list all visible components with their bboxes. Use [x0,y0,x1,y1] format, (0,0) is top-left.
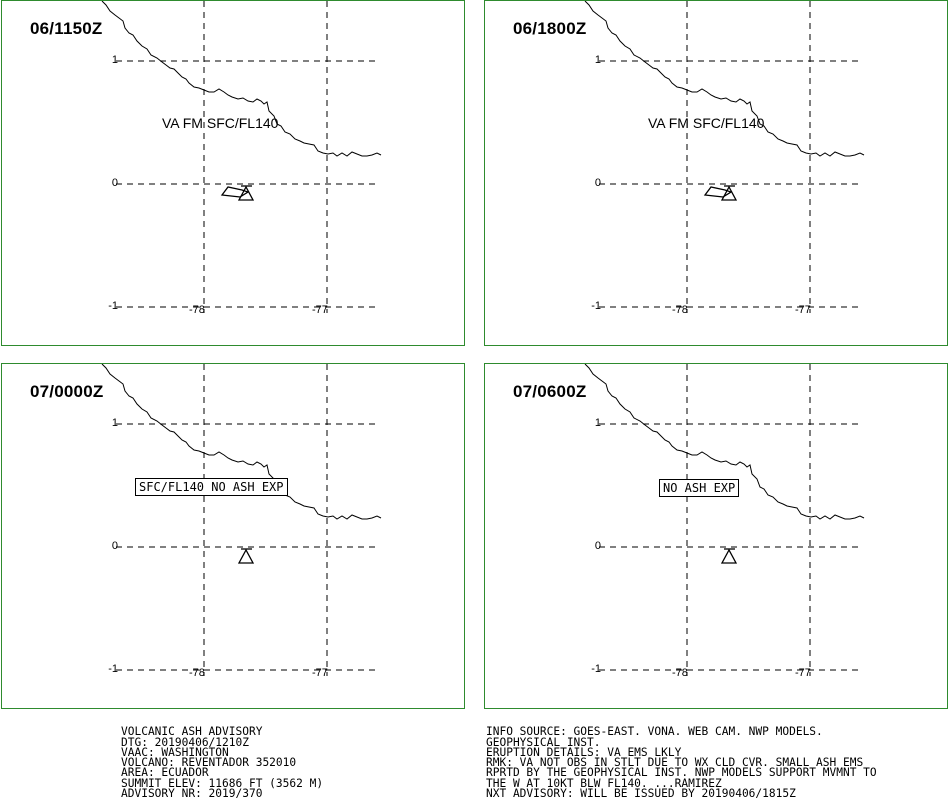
advisory-line: SUMMIT ELEV: 11686 FT (3562 M) [121,776,324,790]
lat-label-m1: -1 [108,663,118,675]
lon-label-m78: -78 [189,667,205,679]
map-panel-2: 06/1800Z 1 0 -1 -78 -77 VA FM SFC/FL140 [484,0,948,346]
ash-box: NO ASH EXP [659,479,740,497]
advisory-right: INFO SOURCE: GOES-EAST. VONA. WEB CAM. N… [486,717,877,810]
lat-label-1: 1 [111,417,118,429]
advisory-line: THE W AT 10KT BLW FL140. ...RAMIREZ [486,776,722,790]
map-panel-4: 07/0600Z 1 0 -1 -78 -77 NO ASH EXP [484,363,948,709]
lat-label-0: 0 [111,177,118,189]
lon-label-m77: -77 [312,667,328,679]
map-graphic [584,364,865,676]
ash-label: VA FM SFC/FL140 [648,115,765,131]
lat-label-m1: -1 [108,300,118,312]
panel-time: 06/1150Z [30,19,103,38]
volcano-symbol [237,548,255,564]
volcano-symbol [237,185,255,201]
advisory-line: RMK: VA NOT OBS IN STLT DUE TO WX CLD CV… [486,756,864,770]
map-graphic [101,1,382,313]
lon-label-m77: -77 [795,304,811,316]
advisory-line: ADVISORY NR: 2019/370 [121,787,263,801]
ash-cloud-polygon [703,186,733,198]
coastline [584,1,865,157]
map-panel-3: 07/0000Z 1 0 -1 -78 -77 SFC/FL140 NO ASH… [1,363,465,709]
ash-label: VA FM SFC/FL140 [162,115,279,131]
advisory-line: VOLCANO: REVENTADOR 352010 [121,756,297,770]
lon-label-m77: -77 [312,304,328,316]
advisory-line: VOLCANIC ASH ADVISORY [121,725,263,739]
advisory-line: DTG: 20190406/1210Z [121,735,249,749]
lat-label-m1: -1 [591,300,601,312]
lat-label-0: 0 [594,540,601,552]
map-graphic [101,364,382,676]
ash-cloud-polygon [220,186,250,198]
lon-label-m77: -77 [795,667,811,679]
volcano-symbol [720,548,738,564]
lon-label-m78: -78 [672,667,688,679]
lat-label-1: 1 [594,54,601,66]
panel-time: 06/1800Z [513,19,587,38]
lon-label-m78: -78 [189,304,205,316]
ash-box: SFC/FL140 NO ASH EXP [135,478,288,496]
map-graphic [584,1,865,313]
panel-time: 07/0000Z [30,382,104,401]
advisory-line: AREA: ECUADOR [121,766,209,780]
volcano-symbol [720,185,738,201]
lat-label-m1: -1 [591,663,601,675]
map-panel-1: 06/1150Z 1 0 -1 -78 -77 VA FM SFC/FL140 [1,0,465,346]
panel-time: 07/0600Z [513,382,587,401]
coastline [101,364,382,520]
coastline [584,364,865,520]
advisory-line: RPRTD BY THE GEOPHYSICAL INST. NWP MODEL… [486,766,877,780]
advisory-left: VOLCANIC ASH ADVISORY DTG: 20190406/1210Z… [121,717,323,810]
lat-label-0: 0 [111,540,118,552]
coastline [101,1,382,157]
advisory-line: VAAC: WASHINGTON [121,745,229,759]
advisory-line: INFO SOURCE: GOES-EAST. VONA. WEB CAM. N… [486,725,823,739]
lat-label-1: 1 [111,54,118,66]
lon-label-m78: -78 [672,304,688,316]
lat-label-1: 1 [594,417,601,429]
lat-label-0: 0 [594,177,601,189]
advisory-line: ERUPTION DETAILS: VA EMS LKLY [486,745,682,759]
advisory-line: GEOPHYSICAL INST. [486,735,601,749]
advisory-line: NXT ADVISORY: WILL BE ISSUED BY 20190406… [486,787,796,801]
